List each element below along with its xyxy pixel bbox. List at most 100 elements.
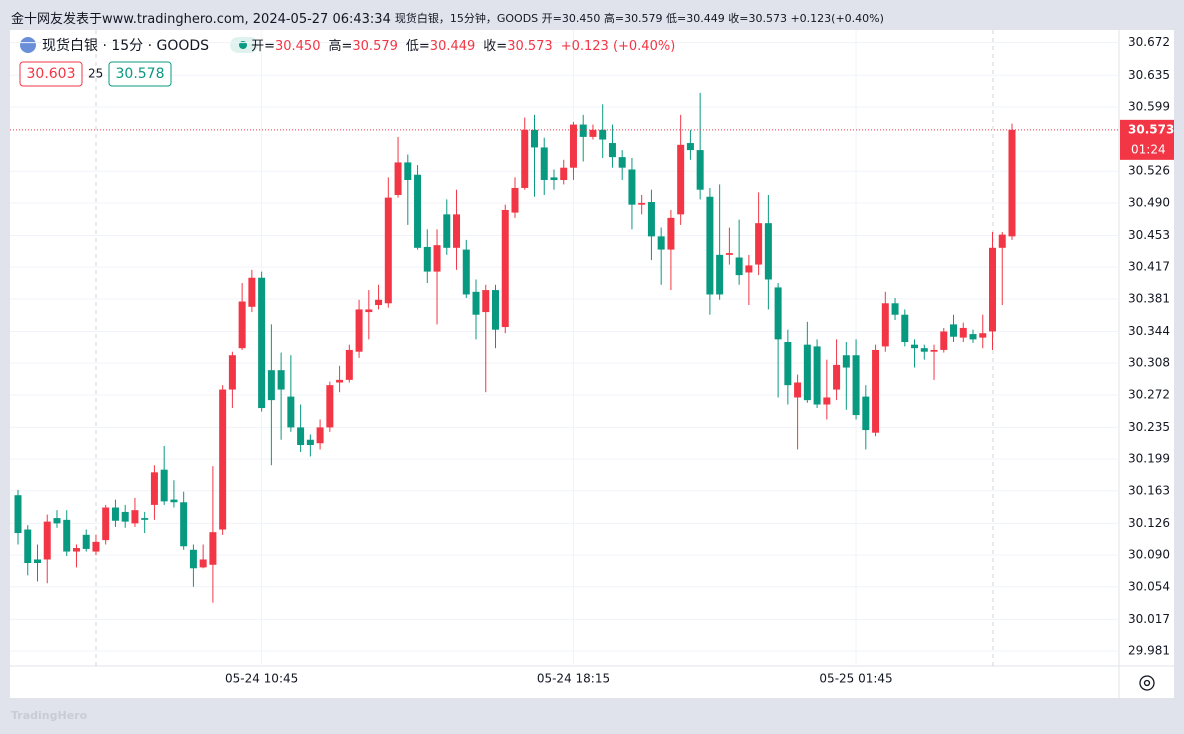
candle-body (453, 214, 461, 248)
candle-body (355, 309, 363, 352)
candle-body (764, 223, 772, 280)
candle-body (267, 370, 275, 401)
candle-body (394, 162, 402, 195)
candle-body (755, 223, 763, 265)
candle-body (696, 150, 704, 190)
legend-key: 高= (328, 38, 352, 54)
candle-body (131, 510, 139, 524)
candle-body (297, 427, 305, 446)
candle-body (228, 355, 236, 390)
candle-body (550, 177, 558, 181)
candle-body (1008, 129, 1016, 237)
candle-body (43, 521, 51, 560)
candle-body (33, 559, 41, 563)
candle-body (901, 314, 909, 343)
candle-body (306, 439, 314, 446)
candle-body (384, 197, 392, 304)
candle-body (911, 344, 919, 349)
candle-body (852, 355, 860, 416)
x-tick-label: 05-24 10:45 (225, 672, 298, 686)
candle-body (150, 472, 158, 505)
candle-body (725, 253, 733, 255)
indicator-value: 30.603 (27, 66, 76, 82)
candle-body (170, 499, 178, 503)
candle-body (979, 333, 987, 338)
candle-body (686, 143, 694, 151)
candle-body (823, 397, 831, 405)
last-price-label: 30.573 (1128, 122, 1174, 136)
indicator-value: 25 (88, 67, 103, 81)
y-tick-label: 30.381 (1128, 291, 1170, 305)
candle-body (920, 348, 928, 352)
y-tick-label: 30.272 (1128, 387, 1170, 401)
candle-body (501, 209, 509, 328)
candle-body (92, 541, 100, 552)
indicator-value: 30.578 (116, 66, 165, 82)
candle-body (141, 518, 149, 520)
candle-body (53, 518, 61, 524)
candle-body (414, 174, 422, 248)
legend-value: 30.450 (275, 39, 321, 54)
candle-body (472, 291, 480, 315)
candle-body (842, 355, 850, 368)
y-tick-label: 30.417 (1128, 260, 1170, 274)
candle-body (72, 548, 80, 552)
summary: 现货白银，15分钟，GOODS 开=30.450 高=30.579 低=30.4… (395, 11, 884, 25)
y-tick-label: 30.054 (1128, 579, 1170, 593)
candle-body (784, 342, 792, 386)
watermark: TradingHero (11, 709, 88, 722)
legend-key: 低= (406, 39, 430, 54)
candle-body (881, 303, 889, 347)
candle-body (813, 346, 821, 405)
y-tick-label: 30.199 (1128, 452, 1170, 466)
candle-body (482, 290, 490, 313)
candle-body (63, 519, 71, 552)
candle-body (716, 254, 724, 295)
legend-value: 30.579 (352, 39, 398, 54)
candle-body (530, 129, 538, 148)
last-price-box (1120, 119, 1174, 160)
caption: 金十网友发表于www.tradinghero.com, 2024-05-27 0… (11, 11, 884, 27)
y-tick-label: 30.344 (1128, 324, 1170, 338)
legend-value: 30.573 (507, 39, 553, 54)
candle-body (872, 349, 880, 433)
candle-body (950, 324, 958, 337)
candle-body (569, 124, 577, 168)
candle-body (180, 502, 188, 547)
y-tick-label: 30.308 (1128, 356, 1170, 370)
candle-body (667, 217, 675, 250)
candle-body (969, 334, 977, 340)
indicator-box (108, 61, 172, 87)
settings-icon[interactable] (1139, 675, 1155, 691)
y-tick-label: 30.235 (1128, 420, 1170, 434)
candle-body (589, 129, 597, 137)
candle-body (199, 559, 207, 568)
candle-body (618, 157, 626, 168)
y-tick-label: 30.090 (1128, 548, 1170, 562)
candle-body (628, 169, 636, 205)
candle-body (492, 290, 500, 330)
legend-symbol: 现货白银 · 15分 · GOODS (42, 37, 209, 54)
candle-body (375, 299, 383, 306)
y-tick-label: 30.599 (1128, 99, 1170, 113)
candle-body (745, 265, 753, 273)
legend-key: 收= (483, 39, 507, 54)
candle-body (706, 196, 714, 295)
legend-value: 30.449 (430, 39, 476, 54)
y-tick-label: 30.453 (1128, 228, 1170, 242)
candle-body (862, 396, 870, 431)
legend-key: 开= (251, 39, 275, 54)
candle-body (833, 364, 841, 390)
candle-body (345, 349, 353, 380)
candle-body (219, 389, 227, 530)
candle-body (638, 202, 646, 205)
candle-body (24, 529, 32, 563)
countdown: 01:24 (1131, 142, 1166, 156)
candle-body (794, 382, 802, 398)
y-tick-label: 29.981 (1128, 644, 1170, 658)
indicator-box (19, 61, 83, 87)
candle-body (189, 549, 197, 569)
candle-body (608, 143, 616, 158)
candle-body (111, 507, 119, 521)
